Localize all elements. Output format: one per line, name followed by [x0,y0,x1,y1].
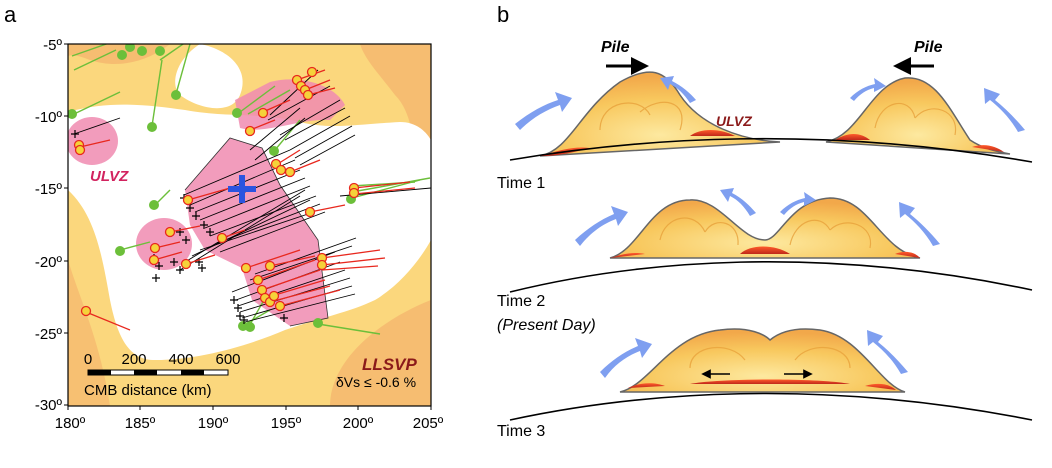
merged-pile [619,328,906,393]
time1-diagram: Pile Pile ULVZ Time 1 [497,39,1033,192]
outside-llsvp-region [175,44,243,109]
ulvz-patch [68,117,118,165]
y-tick-label: -5º [43,37,62,54]
cmb-line [509,260,1033,293]
cmb-line [509,392,1033,421]
axis-ticks [64,43,432,410]
green-stations [68,44,356,332]
llsvp-label: LLSVP [362,355,417,374]
x-tick-label: 180º [55,415,86,432]
map-frame [67,43,432,407]
dvs-label: δVs ≤ -0.6 % [336,374,416,390]
pile-label: Pile [914,39,943,56]
scale-bar: 0 200 400 600 CMB distance (km) [84,351,241,399]
x-tick-label: 200º [343,415,374,432]
flow-arrows [600,330,908,378]
ulvz-map-label: ULVZ [90,168,129,185]
ulvz-lens [690,379,850,384]
time2-subtitle: (Present Day) [497,317,596,334]
y-axis-labels: -5º -10º -15º -20º -25º -30º [35,37,63,414]
ulvz-lens [690,130,735,136]
x-axis-labels: 180º 185º 190º 195º 200º 205º [55,415,444,432]
y-tick-label: -25º [35,326,63,343]
y-tick-label: -10º [35,109,63,126]
time2-label: Time 2 [497,293,545,310]
scale-tick-label: 400 [168,351,193,368]
time1-label: Time 1 [497,175,545,192]
y-tick-label: -30º [35,397,63,414]
x-tick-label: 190º [198,415,229,432]
x-tick-label: 195º [271,415,302,432]
y-tick-label: -15º [35,181,63,198]
cmb-line [509,137,1033,163]
panel-b-label: b [497,2,509,27]
ulvz-lens [835,134,870,140]
ulvz-lens [740,246,790,254]
red-paths [79,69,416,331]
ulvz-outline [184,137,329,327]
time3-diagram: Time 3 [497,328,1033,440]
merging-piles [609,197,921,259]
green-paths [71,44,431,335]
scale-tick-label: 600 [215,351,240,368]
map-area [68,44,431,406]
llsvp-edge [330,300,431,406]
flow-arrows [515,76,1025,132]
red-stations [73,66,360,317]
scale-tick-label: 200 [121,351,146,368]
y-tick-label: -20º [35,254,63,271]
x-tick-label: 185º [125,415,156,432]
pile-label: Pile [601,39,630,56]
panel-a-label: a [4,2,17,27]
time2-diagram: Time 2 (Present Day) [497,188,1033,334]
llsvp-edge [360,44,431,200]
flow-arrows [575,188,940,246]
x-tick-label: 205º [413,415,444,432]
time3-label: Time 3 [497,423,545,440]
thermochemical-pile [825,77,1011,155]
ulvz-label: ULVZ [716,113,752,129]
scale-tick-label: 0 [84,351,92,368]
blue-cross-marker [228,175,256,203]
scale-bar-label: CMB distance (km) [84,382,212,399]
